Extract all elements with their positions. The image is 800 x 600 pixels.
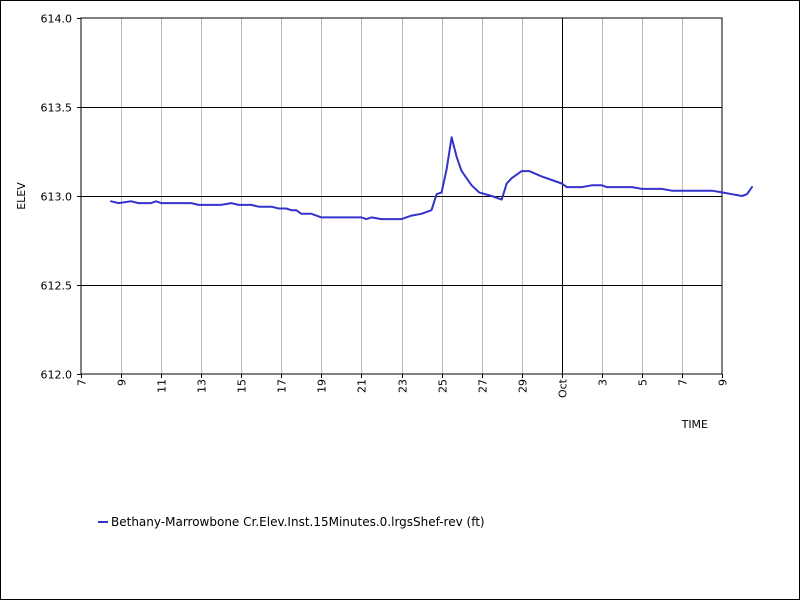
x-tick-label: 17 xyxy=(276,379,289,393)
axis-layer: 7 9 11 13 15 17 19 21 23 25 27 29 Oct 3 5 7 9 612.0 612.5 6… xyxy=(41,13,730,399)
x-tick-label: 25 xyxy=(437,379,450,393)
x-tick-label: 7 xyxy=(76,379,89,386)
x-tick-label: 29 xyxy=(517,379,530,393)
x-tick-label: Oct xyxy=(557,378,570,398)
x-tick-label: 21 xyxy=(356,379,369,393)
x-tick-label: 19 xyxy=(316,379,329,393)
series-layer xyxy=(110,136,753,221)
y-tick-label: 614.0 xyxy=(41,13,73,26)
y-tick-label: 612.0 xyxy=(41,369,73,382)
y-axis-label: ELEV xyxy=(15,182,28,210)
legend-label: Bethany-Marrowbone Cr.Elev.Inst.15Minute… xyxy=(111,515,485,529)
x-tick-label: 15 xyxy=(236,379,249,393)
x-tick-label: 23 xyxy=(397,379,410,393)
x-axis-label: TIME xyxy=(681,418,708,431)
legend-swatch xyxy=(98,521,108,523)
x-tick-label: 13 xyxy=(196,379,209,393)
grid-layer xyxy=(81,18,722,374)
y-tick-label: 613.0 xyxy=(41,191,73,204)
x-tick-label: 11 xyxy=(156,379,169,393)
x-tick-label: 7 xyxy=(677,379,690,386)
x-tick-label: 9 xyxy=(717,379,730,386)
series-line xyxy=(110,136,753,221)
x-tick-label: 5 xyxy=(637,379,650,386)
x-tick-label: 3 xyxy=(597,379,610,386)
legend: Bethany-Marrowbone Cr.Elev.Inst.15Minute… xyxy=(98,514,485,530)
y-tick-label: 613.5 xyxy=(41,102,73,115)
x-tick-label: 9 xyxy=(116,379,129,386)
y-tick-label: 612.5 xyxy=(41,280,73,293)
x-tick-label: 27 xyxy=(477,379,490,393)
